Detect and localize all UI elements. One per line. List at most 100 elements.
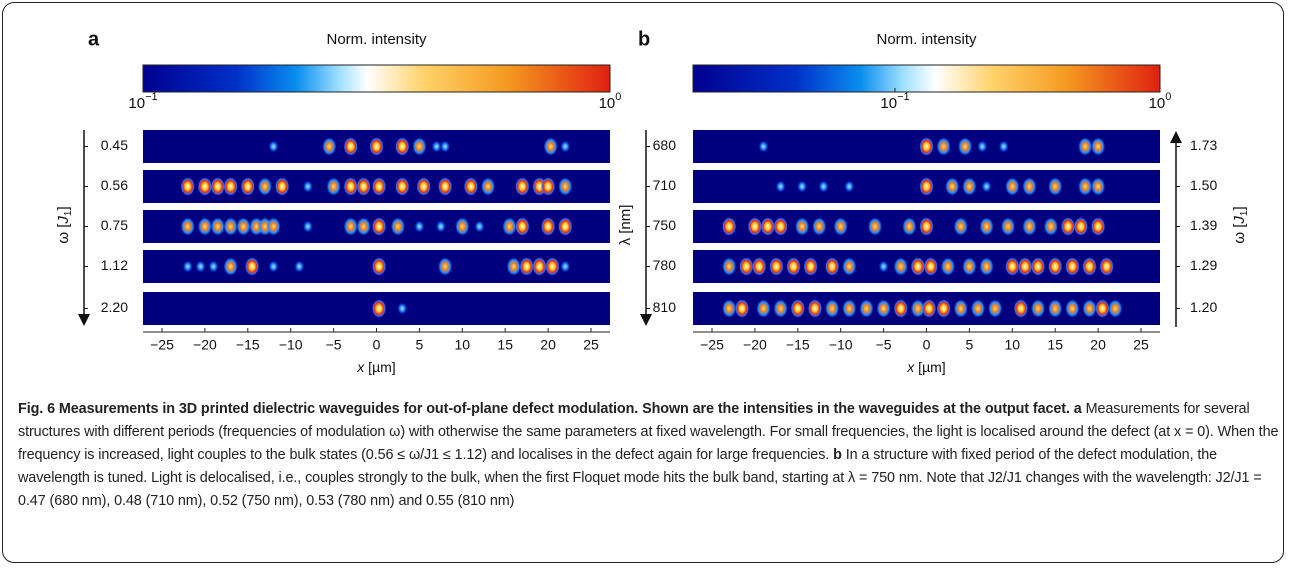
x-tick-label: −15 (786, 337, 810, 353)
intensity-spot (515, 177, 530, 196)
intensity-spot (1099, 257, 1114, 276)
caption-text: In a structure with fixed period of the … (18, 447, 1262, 509)
x-tick-label: 10 (455, 337, 471, 353)
intensity-spot (790, 299, 805, 318)
intensity-spot (752, 257, 767, 276)
intensity-spot (1108, 299, 1123, 318)
colorbar (142, 64, 611, 93)
intensity-spot (1005, 257, 1020, 276)
intensity-spot (438, 177, 453, 196)
intensity-spot (474, 220, 485, 233)
intensity-spot (210, 177, 225, 196)
tick-exponent: 0 (615, 91, 621, 103)
intensity-spot (1048, 299, 1063, 318)
intensity-spot (1095, 299, 1110, 318)
intensity-spot (981, 180, 992, 193)
intensity-spot (1022, 217, 1037, 236)
intensity-spot (1048, 177, 1063, 196)
intensity-spot (1082, 299, 1097, 318)
intensity-spot (988, 299, 1003, 318)
intensity-spot (773, 217, 788, 236)
colorbar (692, 64, 1161, 93)
intensity-spot (560, 140, 571, 153)
x-axis-label: x [µm] (356, 359, 395, 375)
intensity-spot (180, 217, 195, 236)
intensity-spot (923, 257, 938, 276)
intensity-spot (1022, 177, 1037, 196)
y-tick-label: 780 (653, 257, 677, 273)
tick-base: 10 (128, 95, 145, 112)
intensity-spot (223, 177, 238, 196)
intensity-spot (1043, 217, 1058, 236)
intensity-spot (979, 257, 994, 276)
intensity-spot (356, 217, 371, 236)
intensity-spot (369, 137, 384, 156)
intensity-spot (1005, 177, 1020, 196)
intensity-spot (543, 137, 558, 156)
x-tick-label: −15 (236, 337, 260, 353)
intensity-spot (397, 302, 408, 315)
x-tick-label: −20 (743, 337, 767, 353)
x-tick-label: −25 (700, 337, 724, 353)
intensity-spot (953, 299, 968, 318)
intensity-spot (893, 257, 908, 276)
intensity-spot (515, 217, 530, 236)
intensity-spot (940, 257, 955, 276)
intensity-spot (722, 299, 737, 318)
colorbar-tick-label: 100 (599, 91, 622, 112)
y-tick-label: 1.39 (1190, 217, 1217, 233)
intensity-spot (786, 257, 801, 276)
x-tick-label: 15 (1047, 337, 1063, 353)
intensity-spot (859, 299, 874, 318)
intensity-spot (735, 299, 750, 318)
intensity-spot (356, 177, 371, 196)
label-open: ω [ (55, 223, 72, 244)
intensity-spot (722, 257, 737, 276)
intensity-spot (558, 217, 573, 236)
x-var: x (906, 359, 915, 375)
intensity-spot (208, 260, 219, 273)
intensity-spot (1048, 257, 1063, 276)
intensity-spot (807, 299, 822, 318)
intensity-spot (245, 257, 260, 276)
y-tick-label: 1.20 (1190, 299, 1217, 315)
label-var: J (1231, 216, 1248, 225)
intensity-spot (953, 217, 968, 236)
y-tick-label: 750 (653, 217, 677, 233)
intensity-spot (416, 177, 431, 196)
intensity-spot (910, 299, 925, 318)
x-tick-label: −25 (150, 337, 174, 353)
intensity-spot (722, 217, 737, 236)
intensity-spot (775, 180, 786, 193)
panel-label: b (638, 28, 650, 50)
y-tick-label: 0.45 (101, 137, 128, 153)
intensity-spot (322, 137, 337, 156)
intensity-spot (519, 257, 534, 276)
intensity-spot (558, 177, 573, 196)
intensity-spot (868, 217, 883, 236)
intensity-spot (372, 257, 387, 276)
intensity-spot (922, 299, 937, 318)
intensity-spot (958, 137, 973, 156)
intensity-spot (372, 299, 387, 318)
intensity-spot (395, 137, 410, 156)
intensity-spot (747, 217, 762, 236)
y-axis-label: ω [J1] (1231, 206, 1250, 243)
intensity-spot (812, 217, 827, 236)
intensity-spot (223, 217, 238, 236)
y-tick-label: 680 (653, 137, 677, 153)
intensity-spot (773, 299, 788, 318)
colorbar-title: Norm. intensity (876, 31, 977, 48)
x-tick-label: −20 (193, 337, 217, 353)
intensity-spot (970, 299, 985, 318)
label-sub: 1 (1239, 210, 1250, 216)
intensity-spot (182, 260, 193, 273)
panel-label: a (88, 28, 100, 50)
intensity-spot (739, 257, 754, 276)
caption: Fig. 6 Measurements in 3D printed dielec… (18, 398, 1280, 513)
intensity-spot (1078, 177, 1093, 196)
intensity-spot (1001, 217, 1016, 236)
x-tick-label: −5 (876, 337, 892, 353)
colorbar-tick-label: 100 (1149, 91, 1172, 112)
